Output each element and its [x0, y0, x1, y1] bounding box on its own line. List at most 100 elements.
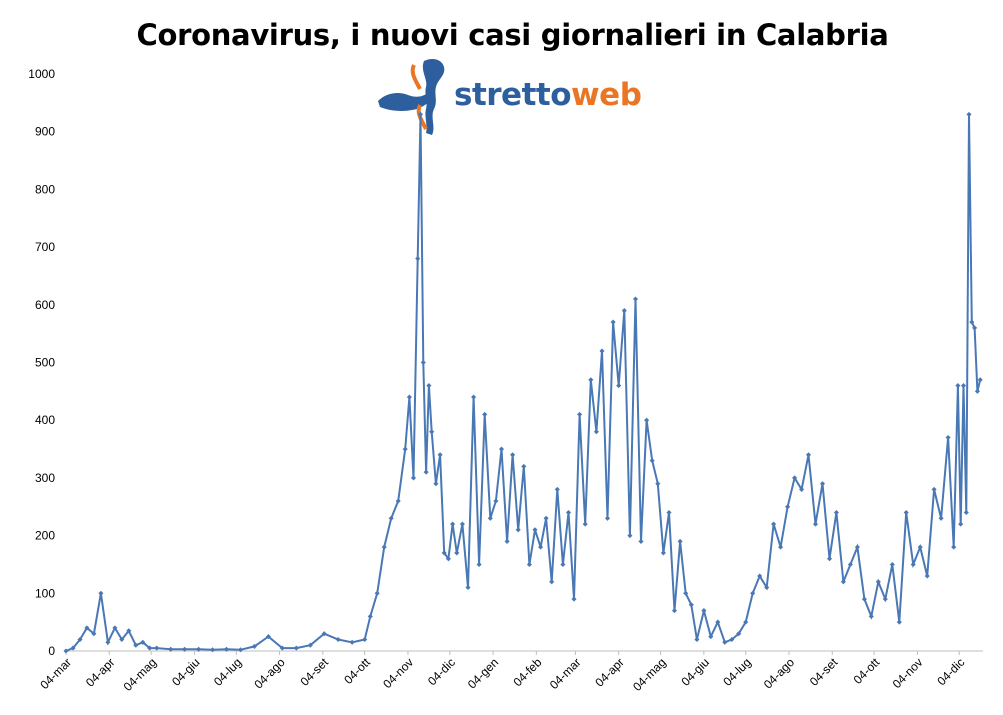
data-point	[70, 645, 76, 651]
y-tick-label: 400	[35, 413, 55, 427]
data-point	[743, 619, 749, 625]
data-point	[621, 308, 627, 314]
data-point	[381, 544, 387, 550]
data-point	[577, 411, 583, 417]
data-point	[701, 608, 707, 614]
data-point	[441, 550, 447, 556]
data-point	[660, 550, 666, 556]
x-tick-label: 04-dic	[425, 655, 458, 688]
data-point	[196, 646, 202, 652]
data-point	[335, 636, 341, 643]
data-point	[140, 639, 146, 645]
data-point	[785, 504, 791, 510]
x-tick-label: 04-apr	[592, 655, 626, 689]
y-tick-label: 800	[35, 182, 55, 196]
data-point	[571, 596, 577, 602]
data-point	[875, 579, 881, 585]
data-point	[638, 538, 644, 544]
strettoweb-logo: strettoweb	[376, 55, 656, 140]
data-point	[482, 411, 488, 417]
data-point	[819, 481, 826, 487]
y-tick-label: 1000	[28, 67, 55, 81]
data-point	[627, 533, 633, 539]
data-point	[433, 481, 439, 487]
data-point	[812, 521, 819, 527]
data-point	[476, 561, 482, 568]
data-point	[459, 521, 465, 527]
data-point	[582, 521, 588, 527]
x-tick-label: 04-gen	[465, 655, 501, 691]
data-point	[649, 458, 655, 464]
data-point	[778, 544, 784, 550]
x-tick-label: 04-ott	[851, 655, 883, 687]
logo-wordmark: strettoweb	[454, 77, 642, 113]
data-point	[423, 469, 429, 475]
data-point	[465, 584, 471, 591]
data-point	[223, 646, 230, 652]
x-tick-label: 04-nov	[380, 655, 416, 691]
data-point	[616, 383, 622, 389]
data-point	[154, 645, 160, 651]
data-point	[168, 646, 174, 652]
data-point	[955, 383, 961, 389]
data-point	[265, 634, 271, 640]
series-markers	[63, 111, 983, 654]
y-tick-label: 0	[48, 644, 55, 658]
data-point	[554, 486, 560, 492]
data-point	[321, 631, 327, 637]
data-point	[362, 636, 368, 643]
data-point	[854, 544, 860, 550]
data-point	[688, 602, 694, 608]
data-point	[504, 538, 510, 544]
data-point	[415, 256, 421, 262]
data-point	[708, 634, 714, 640]
data-point	[972, 325, 978, 331]
strait-map-icon	[378, 59, 445, 135]
data-point	[588, 377, 594, 383]
data-point	[671, 608, 678, 614]
data-point	[896, 619, 902, 625]
data-point	[388, 515, 394, 521]
data-point	[532, 527, 538, 533]
data-point	[251, 643, 257, 649]
data-point	[963, 509, 969, 516]
data-point	[515, 527, 521, 533]
data-point	[549, 579, 555, 585]
data-point	[406, 394, 412, 400]
data-point	[924, 573, 930, 579]
data-point	[805, 452, 812, 458]
data-point	[237, 647, 244, 653]
data-point	[715, 619, 721, 625]
data-point	[951, 544, 957, 550]
x-tick-label: 04-mag	[121, 655, 160, 694]
data-point	[471, 394, 477, 400]
data-point	[437, 452, 443, 458]
data-point	[126, 628, 132, 634]
data-point	[604, 515, 611, 521]
x-tick-label: 04-dic	[934, 655, 967, 688]
y-tick-label: 600	[35, 298, 55, 312]
data-point	[521, 463, 527, 469]
data-point	[560, 561, 566, 568]
y-tick-label: 700	[35, 240, 55, 254]
x-tick-label: 04-ago	[761, 655, 798, 692]
data-point	[450, 521, 456, 527]
x-tick-label: 04-ott	[341, 655, 373, 687]
data-point	[736, 631, 742, 637]
data-point	[958, 521, 964, 527]
data-point	[771, 521, 777, 527]
data-point	[960, 383, 967, 389]
data-point	[655, 481, 661, 487]
data-point	[349, 639, 355, 645]
data-point	[133, 642, 139, 648]
data-point	[750, 590, 756, 596]
data-point	[77, 636, 83, 643]
data-point	[543, 515, 549, 521]
data-point	[868, 613, 874, 619]
y-tick-label: 100	[35, 586, 55, 600]
data-point	[792, 475, 798, 481]
x-tick-label: 04-mar	[37, 655, 74, 692]
y-tick-label: 200	[35, 529, 55, 543]
data-point	[493, 498, 499, 504]
